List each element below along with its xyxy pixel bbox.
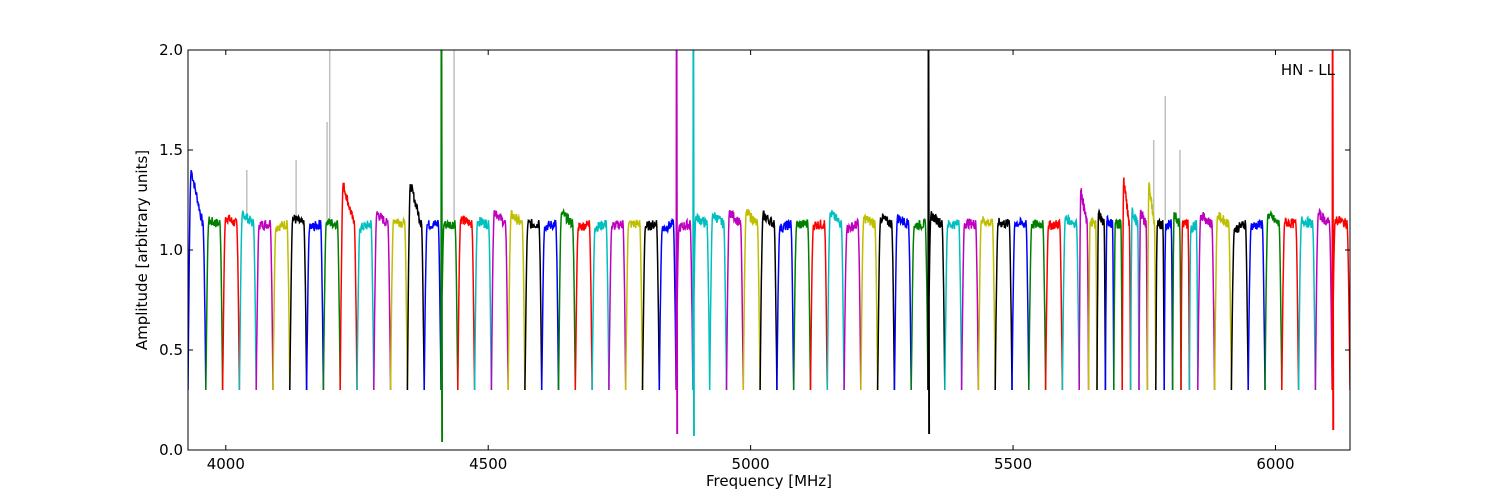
- channel-series-line: [356, 220, 375, 391]
- channel-series-line: [1129, 207, 1140, 391]
- channel-series-line: [591, 219, 610, 391]
- x-tick-label: 5000: [732, 455, 770, 473]
- channel-series-line: [860, 213, 879, 391]
- channel-series-line: [1078, 188, 1090, 391]
- series-layer: [188, 50, 1350, 443]
- channel-series-line: [792, 219, 812, 391]
- channel-series-line: [1061, 214, 1080, 391]
- channel-series-line: [188, 169, 207, 391]
- channel-series-line: [994, 217, 1013, 391]
- channel-series-line: [1297, 215, 1317, 391]
- channel-series-line: [1155, 217, 1165, 391]
- chart-annotation: HN - LL: [1281, 61, 1336, 79]
- channel-series-line: [305, 219, 325, 391]
- channel-series-line: [692, 50, 711, 437]
- channel-series-line: [574, 220, 593, 391]
- channel-series-line: [339, 182, 358, 391]
- channel-series-line: [272, 220, 291, 391]
- channel-series-line: [322, 218, 341, 391]
- y-tick-label: 1.5: [159, 141, 183, 159]
- channel-series-line: [1197, 211, 1216, 391]
- channel-series-line: [440, 50, 459, 443]
- x-tick-label: 6000: [1256, 455, 1294, 473]
- x-tick-label: 5500: [994, 455, 1032, 473]
- channel-series-line: [641, 220, 661, 391]
- channel-series-line: [1113, 218, 1123, 391]
- channel-series-line: [843, 217, 862, 391]
- channel-series-line: [1171, 212, 1182, 391]
- channel-series-line: [1044, 218, 1064, 391]
- channel-series-line: [524, 218, 543, 391]
- channel-series-line: [557, 207, 577, 391]
- channel-series-line: [759, 210, 778, 391]
- channel-series-line: [608, 220, 627, 391]
- channel-series-line: [1096, 208, 1107, 391]
- x-tick-label: 4000: [207, 455, 245, 473]
- y-tick-label: 0.0: [159, 441, 183, 459]
- channel-series-line: [238, 210, 257, 391]
- channel-series-line: [809, 219, 829, 391]
- x-tick-label: 4500: [469, 455, 507, 473]
- channel-series-line: [1314, 207, 1333, 391]
- plot-background: [188, 50, 1350, 450]
- channel-series-line: [221, 214, 241, 391]
- channel-series-line: [1180, 218, 1191, 391]
- channel-series-line: [708, 212, 728, 391]
- channel-series-line: [1104, 214, 1115, 391]
- channel-series-line: [507, 209, 526, 391]
- channel-series-line: [1188, 220, 1199, 391]
- channel-series-line: [977, 216, 996, 391]
- channel-series-line: [1121, 177, 1132, 391]
- y-tick-label: 1.0: [159, 241, 183, 259]
- channel-series-line: [457, 215, 476, 391]
- channel-series-line: [675, 50, 694, 435]
- channel-series-line: [1281, 217, 1300, 391]
- channel-series-line: [1146, 182, 1157, 391]
- tick-layer: 4000 4500 5000 5500 6000 0.0 0.5 1.0 1.5 2.0: [159, 41, 1350, 473]
- channel-series-line: [893, 214, 912, 391]
- channel-series-line: [742, 209, 761, 391]
- channel-series-line: [658, 217, 677, 391]
- channel-series-line: [1331, 50, 1350, 431]
- channel-series-line: [876, 213, 896, 391]
- channel-series-line: [1028, 219, 1047, 391]
- y-tick-label: 0.5: [159, 341, 183, 359]
- channel-series-line: [1247, 219, 1266, 391]
- channel-series-line: [826, 210, 845, 391]
- channel-series-line: [205, 216, 224, 391]
- channel-series-line: [960, 218, 980, 391]
- channel-series-line: [1230, 220, 1249, 391]
- channel-series-line: [725, 209, 745, 391]
- channel-series-line: [1264, 209, 1283, 391]
- y-axis-label: Amplitude [arbitrary units]: [133, 150, 151, 350]
- channel-series-line: [1163, 219, 1174, 391]
- channel-series-line: [373, 211, 392, 391]
- channel-series-line: [910, 217, 929, 391]
- channel-series-line: [406, 184, 425, 391]
- channel-series-line: [473, 216, 493, 391]
- x-axis-label: Frequency [MHz]: [706, 472, 832, 490]
- channel-series-line: [490, 210, 509, 391]
- channel-series-line: [1213, 211, 1233, 391]
- channel-series-line: [927, 50, 946, 435]
- channel-series-line: [389, 216, 409, 391]
- channel-series-line: [1138, 209, 1149, 391]
- channel-series-line: [255, 219, 274, 391]
- channel-series-line: [1011, 216, 1030, 391]
- channel-series-line: [624, 219, 644, 391]
- channel-series-line: [289, 213, 308, 391]
- channel-series-line: [776, 218, 795, 391]
- channel-series-line: [1087, 216, 1098, 391]
- channel-series-line: [540, 219, 560, 391]
- channel-series-line: [423, 219, 442, 391]
- channel-series-line: [944, 219, 963, 391]
- y-tick-label: 2.0: [159, 41, 183, 59]
